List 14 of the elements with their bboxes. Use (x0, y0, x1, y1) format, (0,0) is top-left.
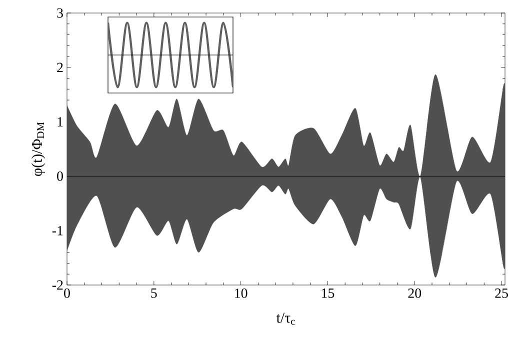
x-tick-label: 20 (408, 288, 422, 298)
x-axis-title: t/τ$_{c}$ (276, 312, 295, 325)
y-tick-label: 1 (58, 117, 63, 126)
x-tick-label: 5 (151, 288, 157, 298)
y-axis-title: φ(t)/Φ$_{DM}$ (31, 122, 46, 176)
y-tick-label: -2 (52, 280, 63, 290)
x-tick-label: 15 (322, 288, 334, 298)
x-tick-label: 0 (64, 288, 70, 298)
y-tick-label: 3 (57, 8, 63, 18)
x-tick-label: 10 (235, 288, 248, 298)
y-tick-label: -1 (52, 226, 63, 236)
y-tick-label: 0 (57, 171, 63, 181)
y-tick-label: 2 (57, 62, 63, 72)
x-tick-label: 25 (495, 288, 508, 298)
